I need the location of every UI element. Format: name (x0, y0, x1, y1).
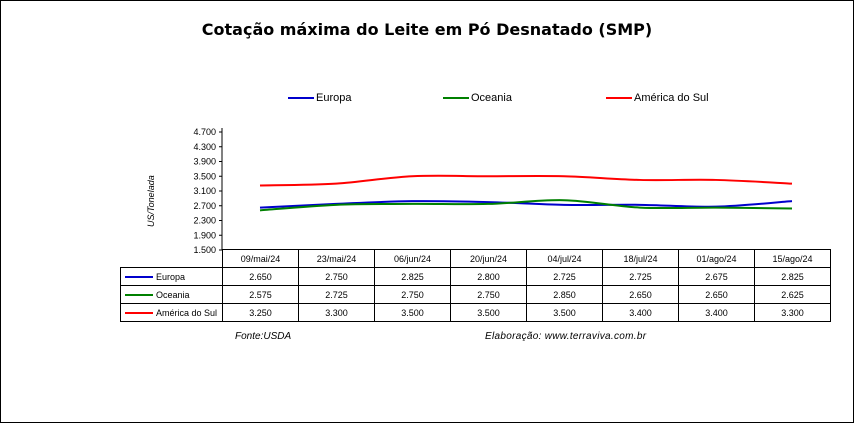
legend-swatch-oceania (443, 97, 469, 100)
table-cell: 3.300 (298, 303, 375, 322)
column-header: 15/ago/24 (754, 249, 831, 268)
row-key-america-do-sul (125, 312, 153, 315)
table-cell: 2.625 (754, 285, 831, 304)
series-line-am-rica-do-sul (259, 174, 793, 187)
legend-label-europa: Europa (316, 92, 352, 104)
legend-label-oceania: Oceania (471, 92, 512, 104)
table-cell: 3.400 (678, 303, 755, 322)
table-cell: 2.750 (450, 285, 527, 304)
column-header: 18/jul/24 (602, 249, 679, 268)
legend-item-oceania: Oceania (443, 92, 512, 104)
legend-swatch-america-do-sul (606, 97, 632, 100)
table-cell: 2.725 (526, 267, 603, 286)
y-tick-label: 3.900 (193, 157, 216, 167)
column-header: 20/jun/24 (450, 249, 527, 268)
table-cell: 2.725 (298, 285, 375, 304)
y-tick-label: 1.500 (193, 245, 216, 255)
source-note: Fonte:USDA (235, 331, 292, 342)
column-header: 09/mai/24 (222, 249, 299, 268)
y-tick-label: 2.300 (193, 216, 216, 226)
table-cell: 3.500 (526, 303, 603, 322)
row-label-europa: Europa (120, 267, 223, 286)
row-label-text: América do Sul (156, 307, 218, 318)
table-row-europa: Europa 2.650 2.750 2.825 2.800 2.725 2.7… (120, 267, 831, 286)
table-cell: 2.725 (602, 267, 679, 286)
column-header: 01/ago/24 (678, 249, 755, 268)
table-cell: 2.750 (298, 267, 375, 286)
column-header: 04/jul/24 (526, 249, 603, 268)
data-table: 09/mai/24 23/mai/24 06/jun/24 20/jun/24 … (120, 249, 831, 322)
series-line-oceania (259, 199, 793, 212)
series-lines (259, 174, 793, 212)
credit-note: Elaboração: www.terraviva.com.br (485, 331, 647, 342)
table-cell: 2.575 (222, 285, 299, 304)
row-key-oceania (125, 294, 153, 297)
row-key-europa (125, 276, 153, 279)
table-row-oceania: Oceania 2.575 2.725 2.750 2.750 2.850 2.… (120, 285, 831, 304)
row-label-oceania: Oceania (120, 285, 223, 304)
chart-title: Cotação máxima do Leite em Pó Desnatado … (201, 20, 653, 39)
table-cell: 2.650 (678, 285, 755, 304)
table-cell: 2.825 (374, 267, 451, 286)
legend-item-europa: Europa (288, 92, 351, 104)
table-corner (121, 250, 223, 268)
table-cell: 3.400 (602, 303, 679, 322)
table-cell: 3.500 (450, 303, 527, 322)
row-label-america-do-sul: América do Sul (120, 303, 223, 322)
table-cell: 2.675 (678, 267, 755, 286)
table-cell: 3.500 (374, 303, 451, 322)
table-cell: 3.300 (754, 303, 831, 322)
legend-swatch-europa (288, 97, 314, 100)
y-tick-label: 3.100 (193, 186, 216, 196)
table-cell: 2.650 (602, 285, 679, 304)
table-cell: 2.850 (526, 285, 603, 304)
y-tick-label: 3.500 (193, 171, 216, 181)
legend-item-america-do-sul: América do Sul (606, 92, 709, 104)
y-tick-label: 4.700 (193, 127, 216, 137)
y-tick-label: 2.700 (193, 201, 216, 211)
row-label-text: Oceania (156, 289, 190, 300)
y-tick-label: 4.300 (193, 142, 216, 152)
legend-label-america-do-sul: América do Sul (634, 92, 709, 104)
y-axis-ticks: 4.700 4.300 3.900 3.500 3.100 2.700 2.300 1.900… (193, 127, 222, 255)
table-header-row: 09/mai/24 23/mai/24 06/jun/24 20/jun/24 … (121, 249, 831, 268)
table-cell: 2.650 (222, 267, 299, 286)
y-tick-label: 1.900 (193, 230, 216, 240)
column-header: 23/mai/24 (298, 249, 375, 268)
table-row-america-do-sul: América do Sul 3.250 3.300 3.500 3.500 3… (120, 303, 831, 322)
table-cell: 3.250 (222, 303, 299, 322)
column-header: 06/jun/24 (374, 249, 451, 268)
row-label-text: Europa (156, 271, 186, 282)
table-cell: 2.800 (450, 267, 527, 286)
table-cell: 2.825 (754, 267, 831, 286)
table-cell: 2.750 (374, 285, 451, 304)
